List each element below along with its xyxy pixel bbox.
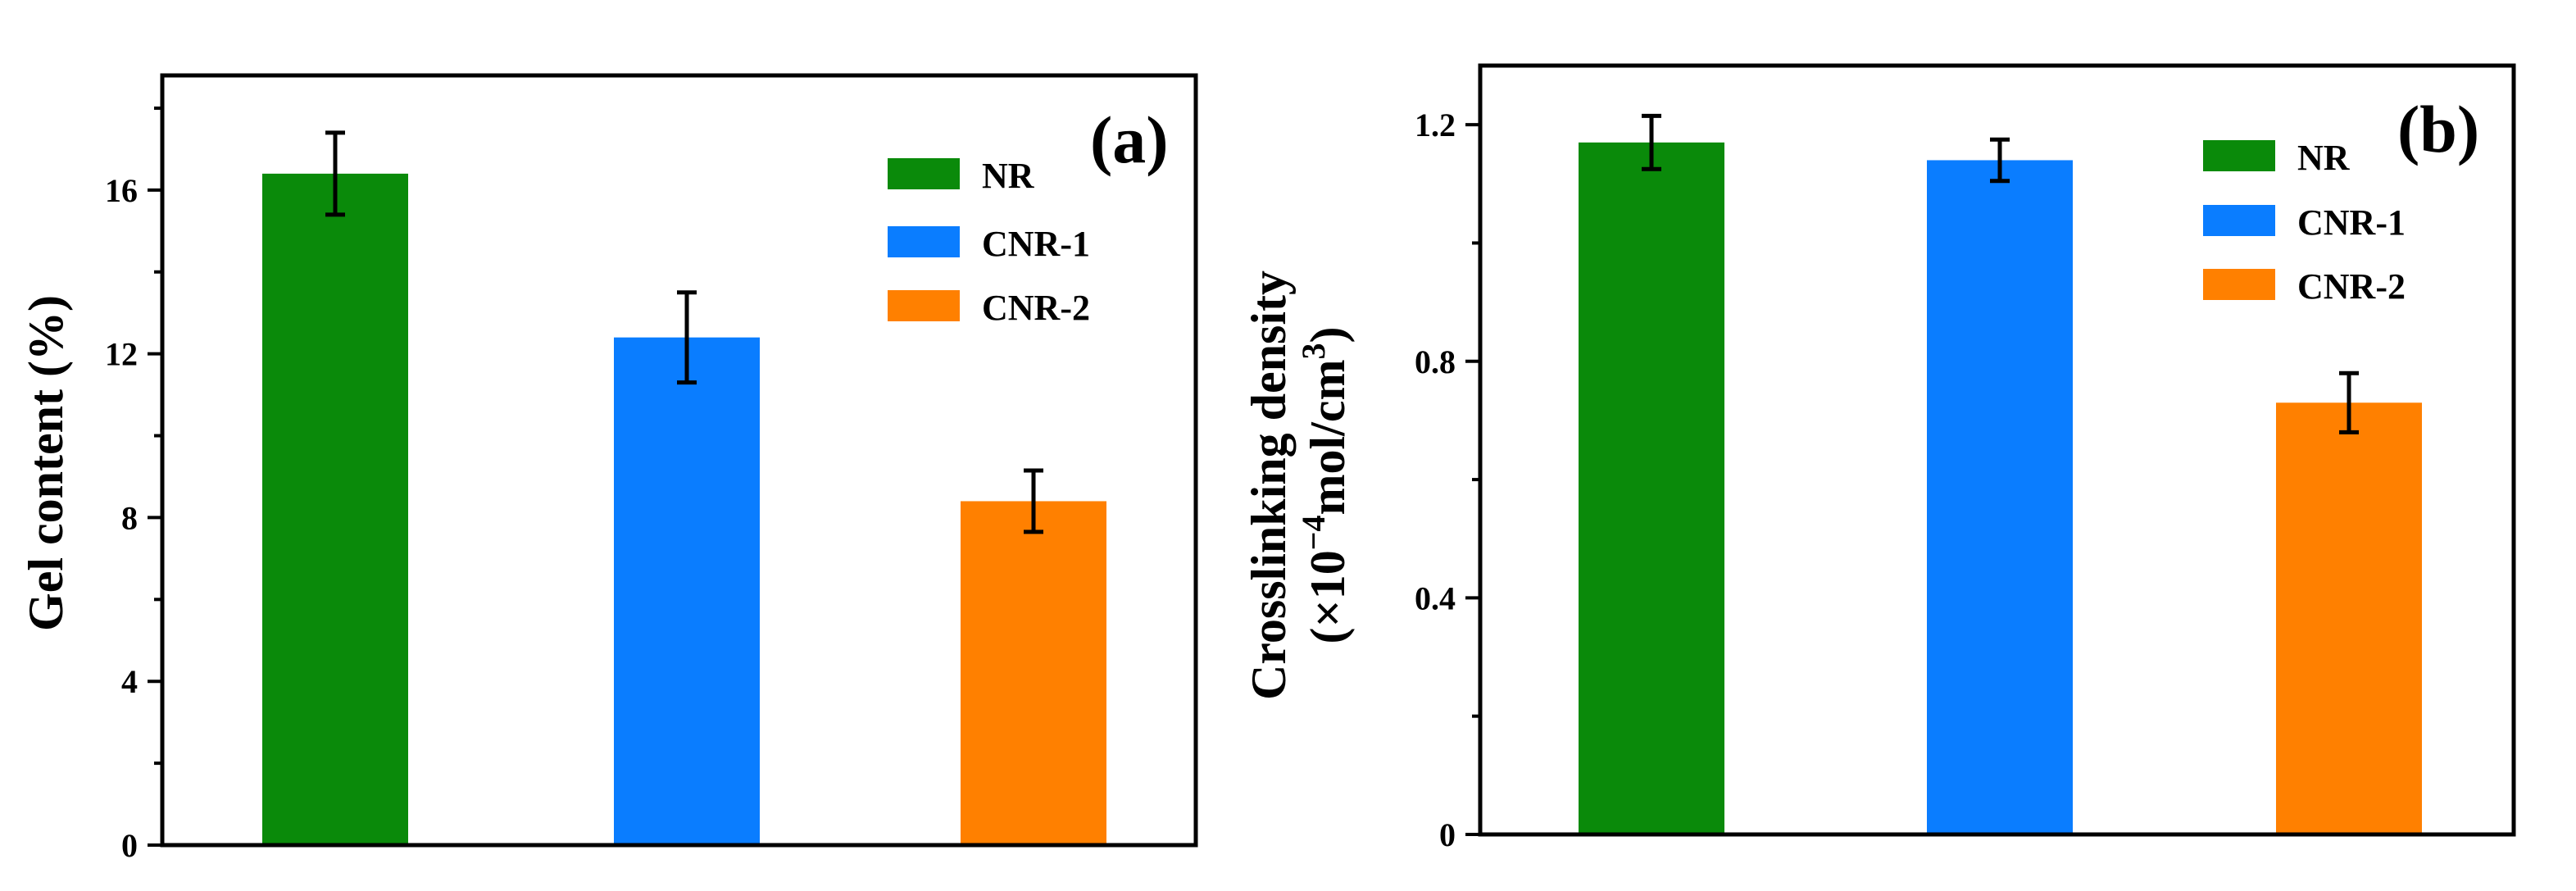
y-tick-label: 0 xyxy=(121,827,138,864)
y-axis-unit-suffix: ) xyxy=(1301,327,1355,343)
legend-label: CNR-1 xyxy=(2297,202,2406,243)
error-bar xyxy=(2339,370,2359,434)
panel-label: (a) xyxy=(1090,102,1169,177)
legend: NR CNR-1 CNR-2 xyxy=(2203,138,2406,307)
legend-label: NR xyxy=(982,156,1035,196)
legend-swatch-nr xyxy=(888,158,960,189)
y-tick-label: 0 xyxy=(1439,816,1456,853)
y-tick-label: 12 xyxy=(105,336,138,373)
legend-label: CNR-2 xyxy=(2297,266,2406,307)
bar-nr xyxy=(262,173,408,846)
y-tick-label: 1.2 xyxy=(1415,107,1456,143)
y-tick-label: 8 xyxy=(121,499,138,536)
plot-frame xyxy=(1478,63,2516,837)
legend-swatch-cnr-2 xyxy=(2203,269,2275,300)
y-tick-label: 0.4 xyxy=(1415,580,1456,616)
y-axis-unit-mid: mol/cm xyxy=(1301,360,1355,516)
chart-panel-a: 0 4 8 12 16 Gel content (%) (a) NR CNR-1… xyxy=(19,73,1198,864)
y-axis-label: Gel content (%) xyxy=(19,295,73,631)
legend-swatch-cnr-1 xyxy=(888,226,960,257)
y-axis-unit-prefix: (×10 xyxy=(1301,550,1355,643)
legend: NR CNR-1 CNR-2 xyxy=(888,156,1090,328)
bar-cnr-2 xyxy=(2276,402,2422,834)
error-bar xyxy=(1642,113,1661,171)
error-bar xyxy=(1990,137,2010,184)
error-bar xyxy=(1024,468,1043,534)
panel-label: (b) xyxy=(2397,92,2479,166)
y-tick-label: 4 xyxy=(121,663,138,700)
bar-cnr-2 xyxy=(961,501,1106,845)
error-bar xyxy=(325,130,345,217)
legend-swatch-cnr-2 xyxy=(888,290,960,321)
y-tick-label: 16 xyxy=(105,172,138,209)
bar-cnr-1 xyxy=(1927,160,2073,834)
y-axis-label-line2: (×10−4mol/cm3) xyxy=(1295,327,1355,644)
y-axis-label-line1: Crosslinking density xyxy=(1242,270,1296,700)
y-axis-unit-exp: −4 xyxy=(1295,515,1332,550)
chart-panel-b: 0 0.4 0.8 1.2 Crosslinking density (×10−… xyxy=(1242,63,2516,853)
legend-swatch-nr xyxy=(2203,140,2275,171)
legend-label: CNR-2 xyxy=(982,288,1090,328)
error-bar xyxy=(677,290,697,385)
bar-cnr-1 xyxy=(614,337,760,846)
legend-swatch-cnr-1 xyxy=(2203,205,2275,236)
legend-label: NR xyxy=(2297,138,2351,178)
legend-label: CNR-1 xyxy=(982,224,1090,264)
y-axis-unit-exp2: 3 xyxy=(1295,343,1332,360)
y-tick-label: 0.8 xyxy=(1415,343,1456,380)
bar-nr xyxy=(1579,142,1724,835)
y-axis-label: Crosslinking density (×10−4mol/cm3) xyxy=(1242,270,1355,700)
plot-frame xyxy=(160,73,1198,848)
